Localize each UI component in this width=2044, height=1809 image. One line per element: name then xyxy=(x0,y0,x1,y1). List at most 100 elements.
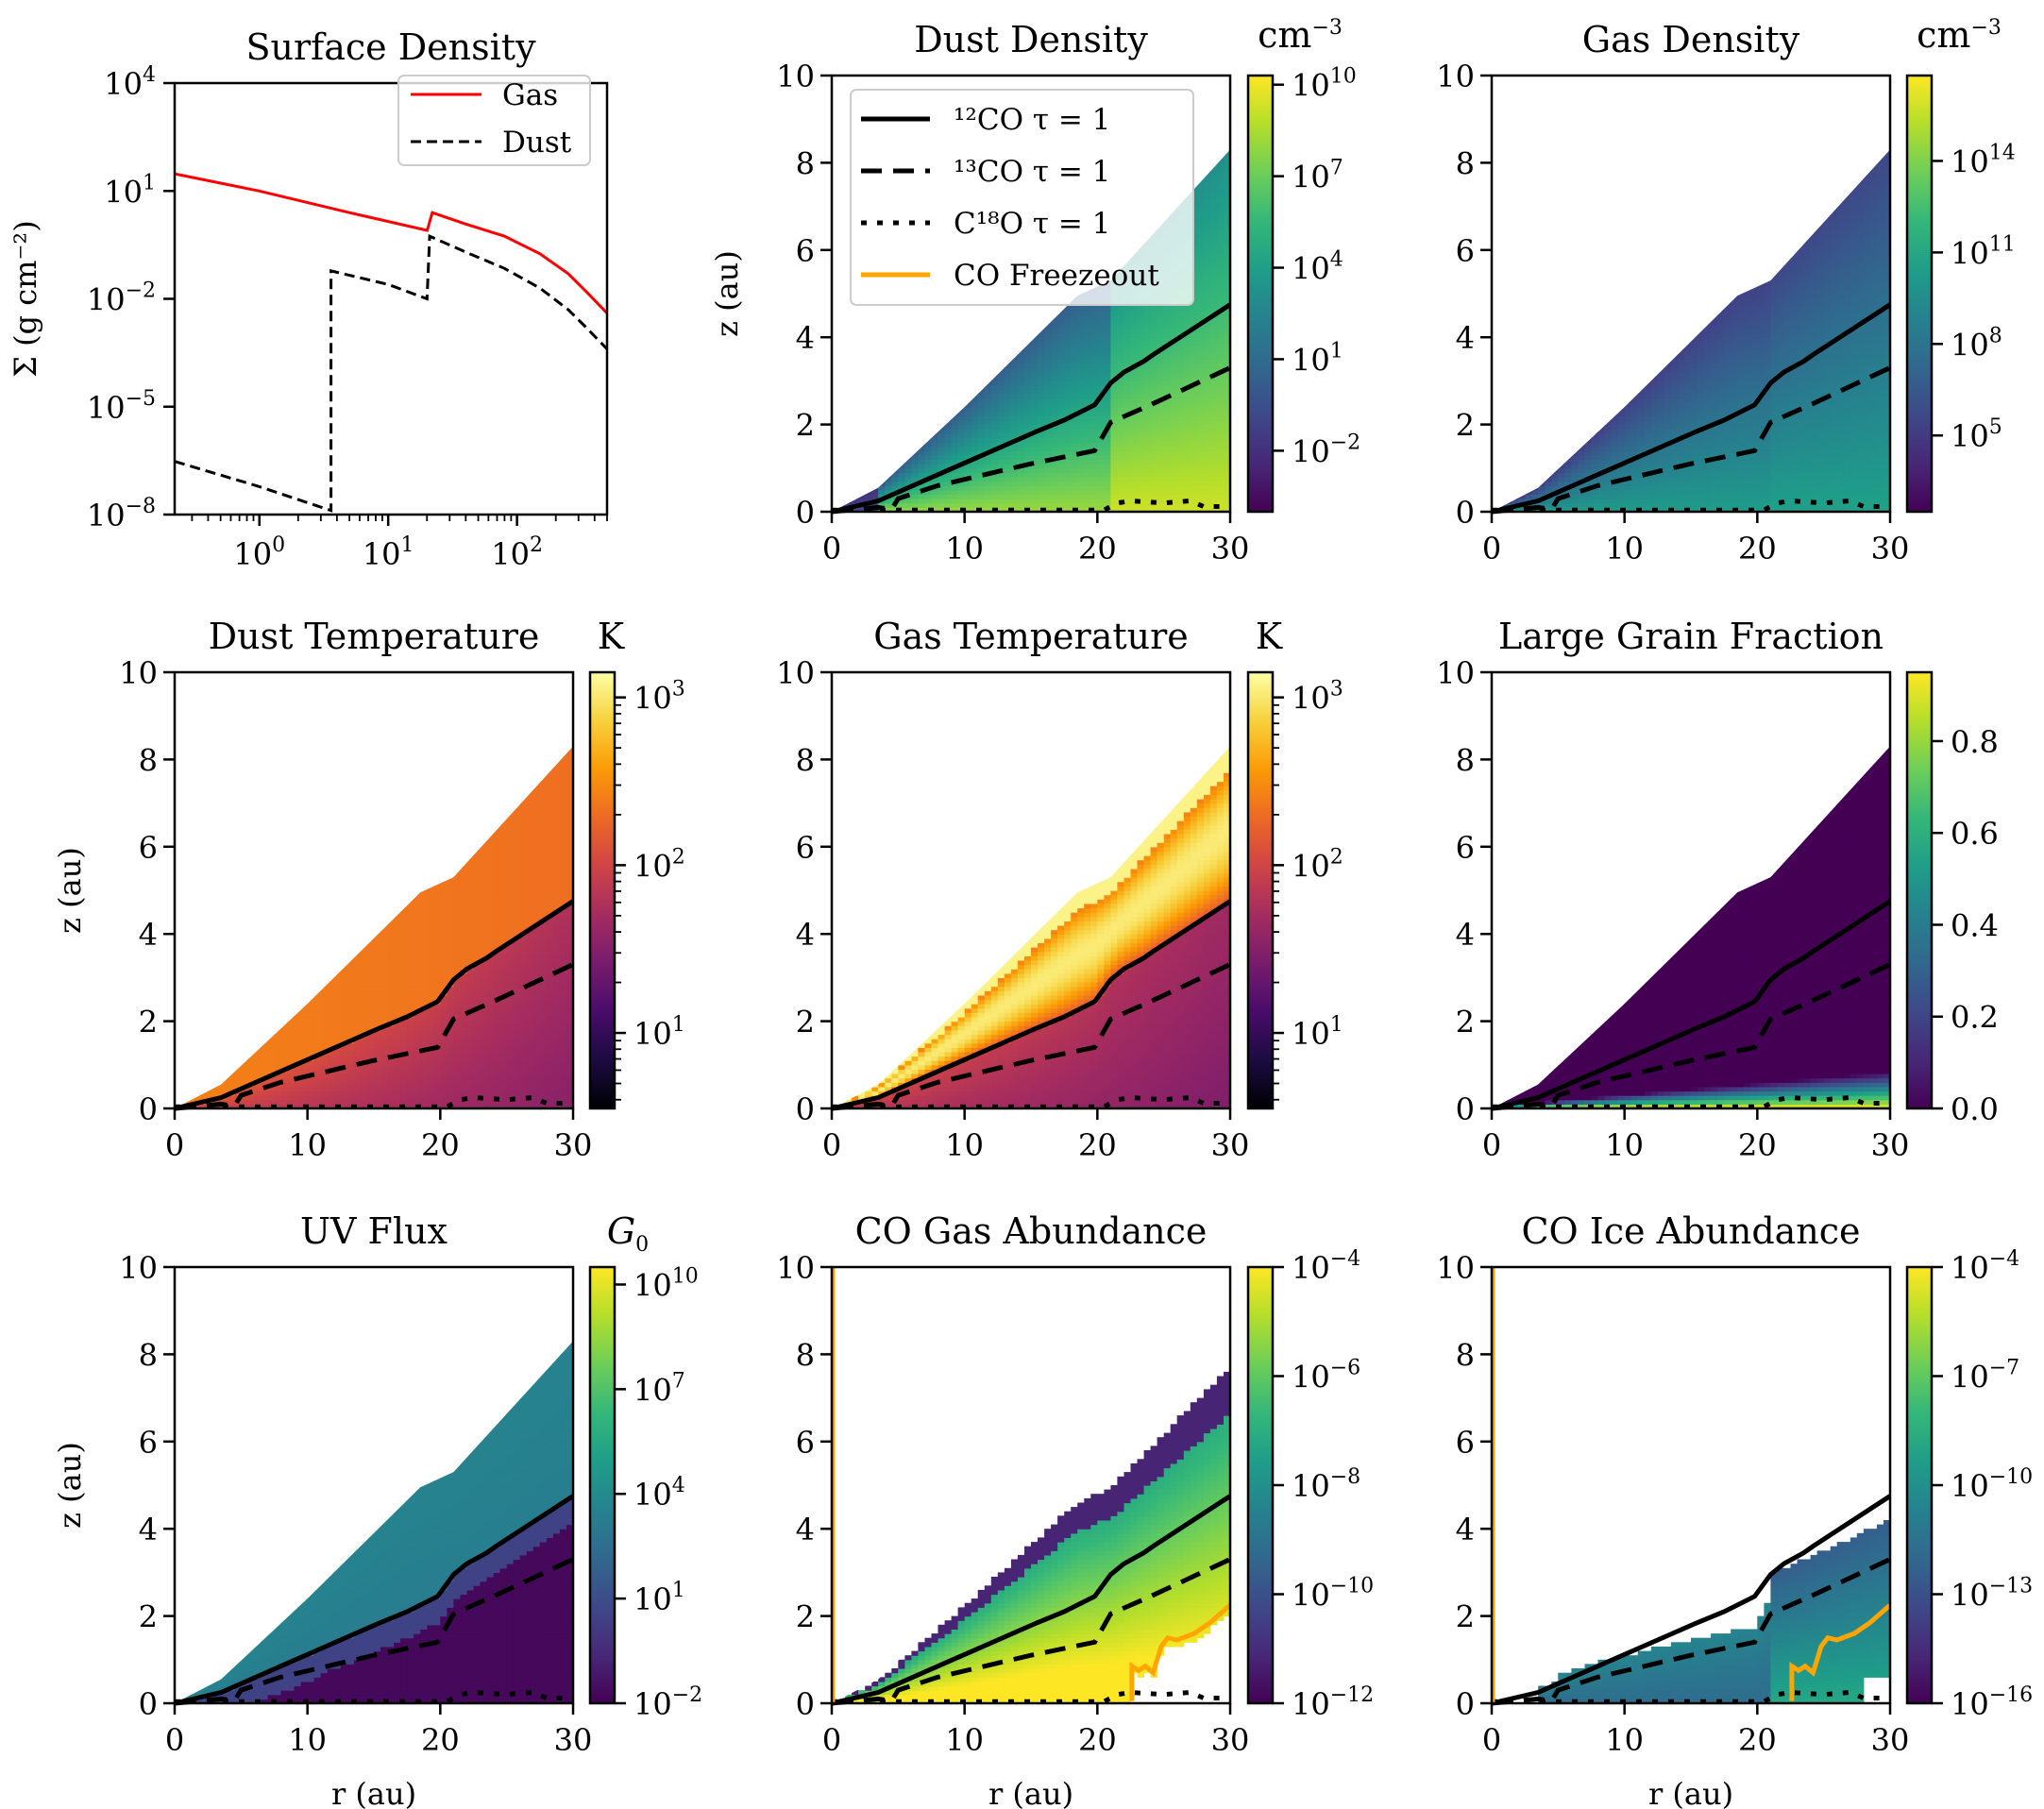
heatmap-cell xyxy=(1071,394,1078,399)
heatmap-cell xyxy=(1077,467,1085,473)
heatmap-cell xyxy=(1803,459,1812,465)
heatmap-cell xyxy=(1764,481,1771,486)
heatmap-cell xyxy=(1224,389,1230,395)
heatmap-cell xyxy=(1777,415,1784,421)
heatmap-cell xyxy=(1611,420,1619,426)
heatmap-cell xyxy=(1797,402,1805,408)
heatmap-cell xyxy=(1698,346,1705,351)
heatmap-cell xyxy=(1670,459,1679,465)
heatmap-cell xyxy=(1644,415,1652,421)
heatmap-cell xyxy=(1790,376,1799,381)
heatmap-cell xyxy=(1010,359,1019,364)
heatmap-cell xyxy=(1578,446,1585,451)
heatmap-cell xyxy=(1850,306,1858,313)
heatmap-cell xyxy=(1836,245,1845,251)
heatmap-cell xyxy=(1017,424,1025,430)
heatmap-cell xyxy=(1664,420,1672,426)
heatmap-cell xyxy=(1823,214,1832,220)
heatmap-cell xyxy=(1783,259,1792,264)
heatmap-cell xyxy=(1057,306,1065,313)
heatmap-cell xyxy=(1869,446,1878,451)
heatmap-cell xyxy=(1157,432,1165,438)
heatmap-cell xyxy=(1856,437,1865,443)
heatmap-cell xyxy=(898,472,905,478)
heatmap-cell xyxy=(1176,389,1185,395)
heatmap-cell xyxy=(1876,267,1884,273)
heatmap-cell xyxy=(1783,350,1792,356)
heatmap-cell xyxy=(1698,397,1705,404)
heatmap-cell xyxy=(1797,329,1805,334)
heatmap-cell xyxy=(1024,380,1032,386)
heatmap-cell xyxy=(1209,206,1218,211)
y-tick-label: 4 xyxy=(796,320,815,356)
heatmap-cell xyxy=(1843,271,1851,278)
heatmap-cell xyxy=(1117,494,1124,499)
heatmap-cell xyxy=(1591,437,1599,443)
heatmap-cell xyxy=(1744,372,1751,378)
heatmap-cell xyxy=(1876,262,1884,268)
heatmap-cell xyxy=(1790,350,1799,356)
heatmap-cell xyxy=(1644,429,1652,434)
heatmap-cell xyxy=(1584,481,1593,486)
heatmap-cell xyxy=(1084,337,1091,343)
heatmap-cell xyxy=(1196,372,1205,378)
heatmap-cell xyxy=(1670,467,1679,473)
heatmap-cell xyxy=(1104,467,1111,473)
heatmap-cell xyxy=(1143,481,1152,486)
heatmap-cell xyxy=(1209,394,1218,399)
heatmap-cell xyxy=(1137,319,1145,325)
heatmap-cell xyxy=(1744,415,1751,421)
heatmap-cell xyxy=(977,407,986,413)
heatmap-cell xyxy=(1031,332,1039,338)
heatmap-cell xyxy=(1650,376,1659,381)
heatmap-cell xyxy=(858,507,866,512)
heatmap-cell xyxy=(1038,407,1045,413)
heatmap-cell xyxy=(1830,259,1838,264)
heatmap-cell xyxy=(838,499,846,504)
heatmap-cell xyxy=(1216,329,1225,334)
heatmap-cell xyxy=(1777,289,1784,295)
heatmap-cell xyxy=(1783,494,1792,499)
heatmap-cell xyxy=(1850,450,1858,456)
heatmap-cell xyxy=(1010,450,1019,456)
heatmap-cell xyxy=(1051,481,1058,486)
heatmap-cell xyxy=(1731,477,1738,482)
heatmap-cell xyxy=(1545,467,1552,473)
heatmap-cell xyxy=(1117,324,1124,330)
heatmap-cell xyxy=(1830,394,1838,399)
heatmap-cell xyxy=(1884,450,1890,456)
heatmap-cell xyxy=(1731,346,1738,351)
heatmap-cell xyxy=(1017,397,1025,404)
heatmap-cell xyxy=(1117,367,1124,373)
heatmap-cell xyxy=(1790,271,1799,278)
heatmap-cell xyxy=(1117,376,1124,381)
heatmap-cell xyxy=(971,437,979,443)
heatmap-cell xyxy=(1617,420,1626,426)
heatmap-cell xyxy=(1637,481,1646,486)
heatmap-cell xyxy=(1123,329,1132,334)
heatmap-cell xyxy=(1031,489,1039,496)
heatmap-cell xyxy=(1117,442,1124,448)
heatmap-cell xyxy=(1863,249,1871,255)
heatmap-cell xyxy=(1691,464,1698,469)
heatmap-cell xyxy=(1830,232,1838,238)
heatmap-cell xyxy=(1830,354,1838,360)
heatmap-cell xyxy=(1777,311,1784,316)
heatmap-cell xyxy=(1031,380,1039,386)
heatmap-cell xyxy=(1670,489,1679,496)
heatmap-cell xyxy=(924,454,933,461)
heatmap-cell xyxy=(1830,329,1838,334)
heatmap-cell xyxy=(1670,363,1679,369)
heatmap-cell xyxy=(1884,415,1890,421)
heatmap-cell xyxy=(1803,446,1812,451)
heatmap-cell xyxy=(1209,402,1218,408)
heatmap-cell xyxy=(1538,477,1546,482)
heatmap-cell xyxy=(1624,402,1632,408)
heatmap-cell xyxy=(1698,389,1705,395)
heatmap-cell xyxy=(1190,424,1198,430)
heatmap-cell xyxy=(1630,489,1639,496)
heatmap-cell xyxy=(904,459,912,465)
heatmap-cell xyxy=(938,459,946,465)
heatmap-cell xyxy=(1057,363,1065,369)
heatmap-cell xyxy=(1143,450,1152,456)
